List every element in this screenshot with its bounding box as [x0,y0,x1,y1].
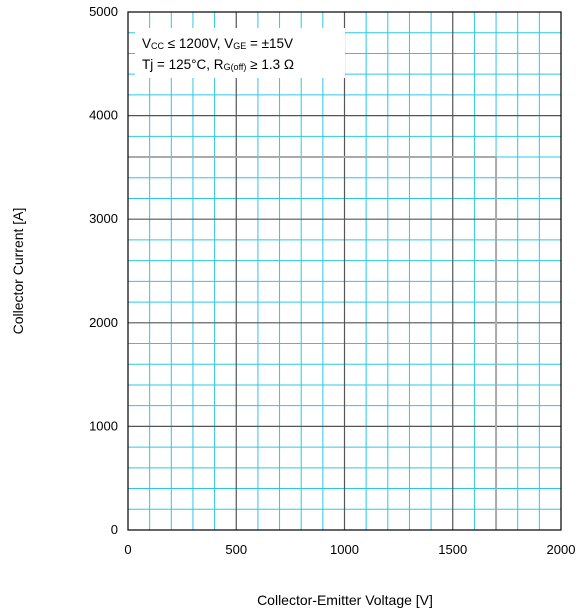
y-tick-label: 3000 [89,211,118,226]
y-tick-label: 4000 [89,108,118,123]
annotation-line-1: VCC ≤ 1200V, VGE = ±15V [142,36,293,51]
y-tick-label: 2000 [89,315,118,330]
x-tick-label: 1000 [330,542,359,557]
plot-frame [127,11,562,531]
x-tick-label: 500 [225,542,247,557]
y-axis-title: Collector Current [A] [10,208,26,335]
curve-layer [128,156,498,530]
x-tick-label: 0 [124,542,131,557]
y-tick-label: 0 [111,522,118,537]
x-tick-label: 2000 [547,542,576,557]
annotation-line-2: Tj = 125°C, RG(off) ≥ 1.3 Ω [142,57,294,72]
y-tick-label: 5000 [89,4,118,19]
x-axis-title: Collector-Emitter Voltage [V] [257,592,433,608]
x-tick-labels: 0 500 1000 1500 2000 [124,542,575,557]
rbsoa-curve [128,156,498,530]
annotation-background [135,28,345,78]
major-grid [128,12,561,530]
y-tick-labels: 0 1000 2000 3000 4000 5000 [89,4,118,537]
x-tick-label: 1500 [438,542,467,557]
condition-annotation: VCC ≤ 1200V, VGE = ±15V Tj = 125°C, RG(o… [135,28,345,78]
y-tick-label: 1000 [89,418,118,433]
